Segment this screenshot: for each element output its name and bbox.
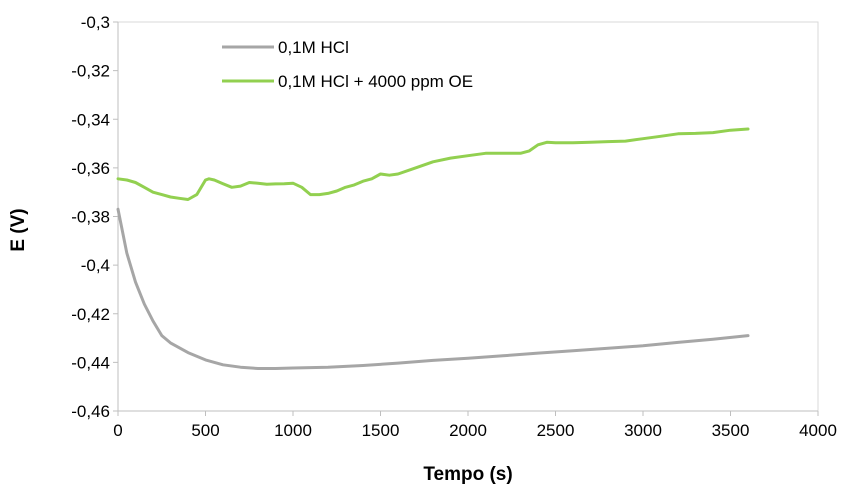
x-axis-title: Tempo (s) (423, 464, 512, 485)
x-tick-label: 2000 (449, 421, 487, 440)
y-tick-label: -0,38 (71, 208, 110, 227)
y-tick-label: -0,42 (71, 305, 110, 324)
y-tick-label: -0,34 (71, 110, 110, 129)
y-tick-label: -0,44 (71, 353, 110, 372)
x-axis: 0 500 1000 1500 2000 2500 3000 3500 4000 (113, 411, 837, 440)
x-tick-label: 500 (191, 421, 219, 440)
y-tick-label: -0,4 (81, 256, 110, 275)
y-tick-label: -0,36 (71, 159, 110, 178)
y-axis: -0,3 -0,32 -0,34 -0,36 -0,38 -0,4 -0,42 -0,44 -0… (71, 13, 118, 421)
y-tick-label: -0,32 (71, 62, 110, 81)
series-line-2 (116, 127, 750, 201)
legend-label-1: 0,1M HCl (278, 38, 349, 57)
x-tick-label: 1500 (362, 421, 400, 440)
series-line-1 (116, 207, 750, 370)
y-tick-label: -0,3 (81, 13, 110, 32)
y-tick-label: -0,46 (71, 402, 110, 421)
x-tick-label: 1000 (274, 421, 312, 440)
series-layer (116, 127, 750, 370)
x-tick-label: 4000 (799, 421, 837, 440)
legend-label-2: 0,1M HCl + 4000 ppm OE (278, 72, 473, 91)
x-tick-label: 3000 (624, 421, 662, 440)
x-tick-label: 2500 (537, 421, 575, 440)
x-tick-label: 0 (113, 421, 122, 440)
y-axis-title: E (V) (8, 208, 29, 251)
x-tick-label: 3500 (712, 421, 750, 440)
legend: 0,1M HCl 0,1M HCl + 4000 ppm OE (222, 38, 473, 91)
